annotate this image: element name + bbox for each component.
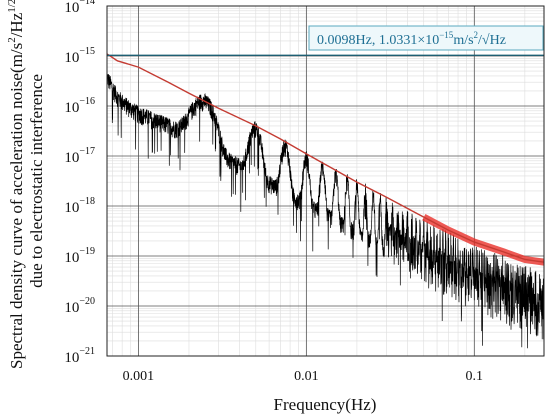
x-axis-label: Frequency(Hz) bbox=[274, 395, 377, 414]
x-tick-label: 0.01 bbox=[294, 369, 319, 384]
raw-spectrum-line bbox=[106, 74, 545, 349]
y-axis-label-sup2: 1/2 bbox=[6, 0, 18, 13]
axis-layer: 0.001 0.01 0.1 10−14 10−15 10−16 10−17 10−18 10−… bbox=[64, 0, 483, 384]
plot-frame bbox=[106, 5, 545, 357]
x-tick-label: 0.1 bbox=[466, 369, 484, 384]
y-tick-label: 10−16 bbox=[64, 96, 95, 116]
cursor-readout-box bbox=[308, 25, 544, 51]
y-axis-label-unit-open: (m/s bbox=[7, 43, 26, 73]
y-tick-label: 10−19 bbox=[64, 246, 95, 266]
cursor-readout-text: 0.0098Hz, 1.0331×10−15m/s2/√Hz bbox=[317, 30, 506, 48]
y-tick-label: 10−17 bbox=[64, 146, 95, 166]
y-axis-label-line2: due to electrostatic interference bbox=[27, 74, 46, 288]
x-tick-label: 0.001 bbox=[123, 369, 155, 384]
y-axis-label: Spectral density curve of acceleration n… bbox=[6, 0, 46, 369]
y-axis-label-line1-prefix: Spectral density curve of acceleration n… bbox=[7, 73, 26, 369]
y-tick-label: 10−14 bbox=[64, 0, 95, 16]
y-axis-label-sup1: 2 bbox=[6, 37, 18, 43]
y-tick-label: 10−21 bbox=[64, 346, 95, 366]
y-tick-label: 10−18 bbox=[64, 196, 95, 216]
y-tick-label: 10−20 bbox=[64, 296, 95, 316]
svg-text:Spectral density curve of acc: Spectral density curve of acceleration n… bbox=[6, 0, 26, 369]
series-layer bbox=[106, 53, 545, 349]
cursor-layer: 0.0098Hz, 1.0331×10−15m/s2/√Hz bbox=[107, 25, 544, 56]
y-axis-label-unit-mid: /Hz bbox=[7, 12, 26, 37]
y-tick-label: 10−15 bbox=[64, 46, 95, 66]
smoothed-spectrum-line bbox=[106, 53, 545, 263]
